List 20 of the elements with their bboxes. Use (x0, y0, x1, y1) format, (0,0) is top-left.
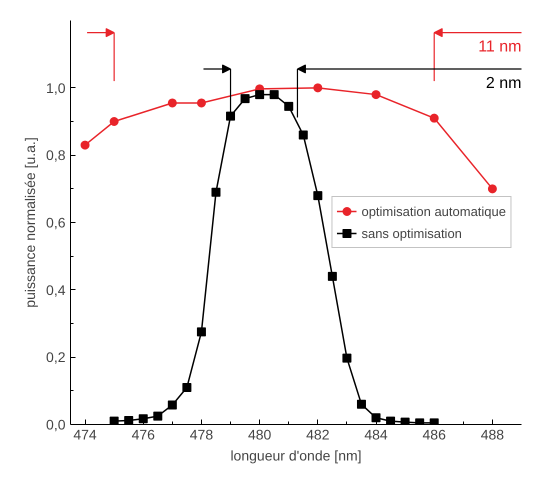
x-axis-title: longueur d'onde [nm] (230, 448, 362, 464)
y-axis-title: puissance normalisée [u.a.] (22, 137, 38, 308)
ref-line-label: 2 nm (486, 75, 522, 92)
legend-label: optimisation automatique (361, 204, 506, 218)
y-tick-label: 0,0 (46, 416, 66, 432)
y-tick-label: 0,4 (46, 282, 66, 298)
x-tick-label: 474 (73, 426, 97, 442)
y-tick-label: 0,8 (46, 147, 66, 164)
x-tick-label: 484 (364, 426, 388, 442)
x-tick-label: 476 (132, 426, 156, 442)
x-tick-label: 480 (248, 426, 272, 442)
y-tick-label: 0,6 (46, 214, 66, 230)
x-tick-label: 478 (190, 426, 214, 442)
x-tick-label: 486 (422, 426, 446, 442)
y-tick-label: 0,2 (46, 349, 66, 366)
x-tick-label: 482 (306, 426, 330, 442)
legend-label: sans optimisation (361, 226, 462, 240)
ref-line-label: 11 nm (478, 38, 522, 56)
x-tick-label: 488 (480, 426, 504, 442)
y-tick-label: 1,0 (46, 80, 66, 96)
